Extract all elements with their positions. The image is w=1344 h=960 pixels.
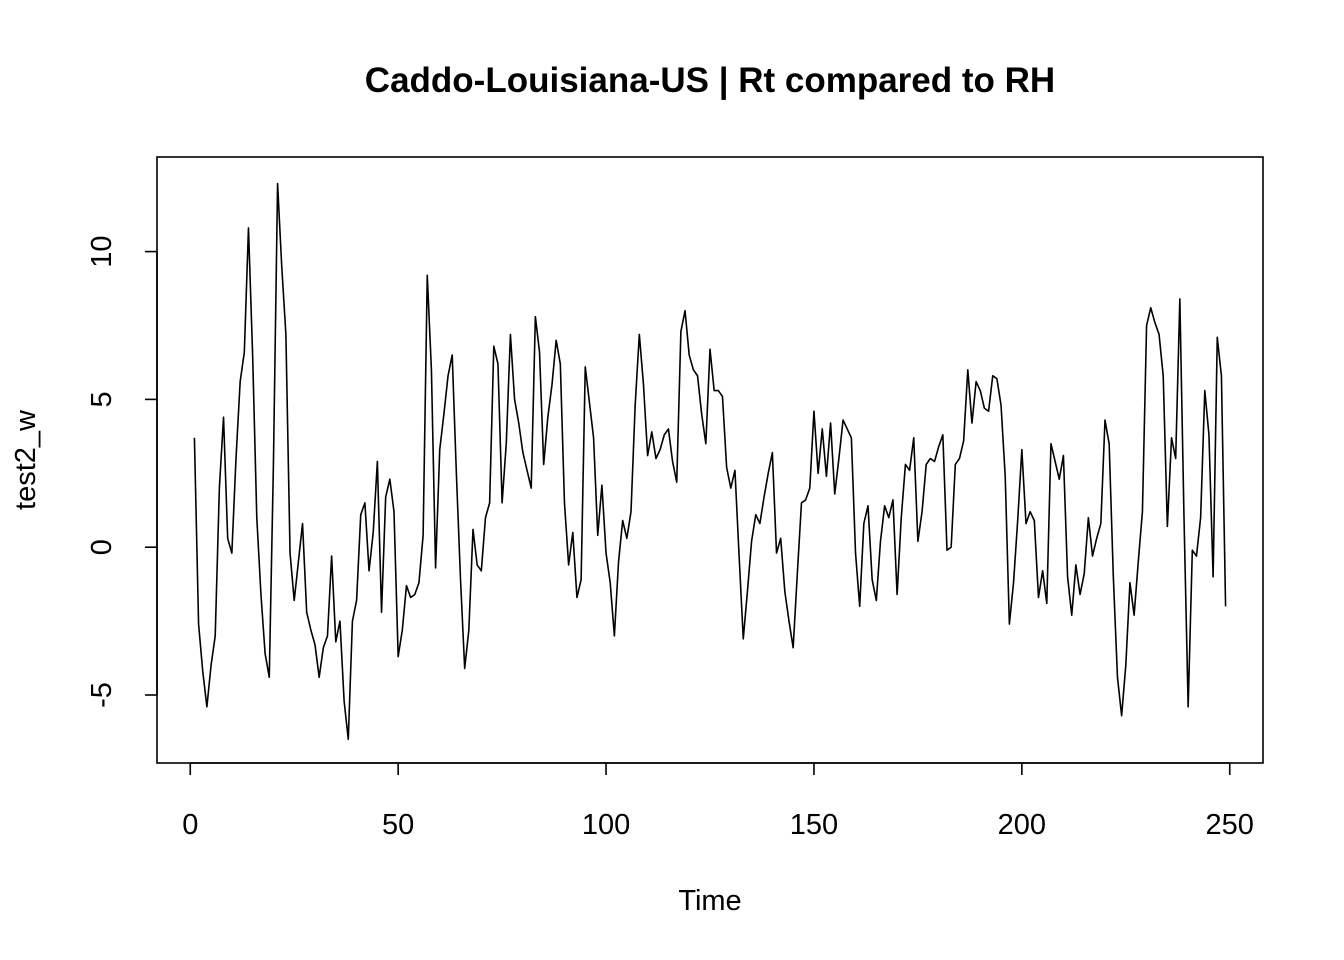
x-axis: 0 50 100 150 200 250: [182, 762, 1254, 841]
y-tick-label: 10: [86, 235, 118, 267]
x-tick-label: 0: [182, 809, 198, 841]
y-axis: -5 0 5 10: [86, 235, 158, 708]
x-tick-label: 100: [582, 809, 630, 841]
series-group: [193, 182, 1227, 741]
x-axis-label: Time: [678, 885, 741, 917]
x-tick-label: 200: [998, 809, 1046, 841]
y-tick-label: -5: [86, 682, 118, 708]
x-tick-label: 250: [1206, 809, 1254, 841]
x-tick-label: 150: [790, 809, 838, 841]
y-axis-label: test2_w: [10, 409, 42, 510]
x-tick-label: 50: [382, 809, 414, 841]
y-tick-label: 5: [86, 391, 118, 407]
chart-title: Caddo-Louisiana-US | Rt compared to RH: [365, 61, 1055, 100]
y-tick-label: 0: [86, 539, 118, 555]
series-line: [193, 182, 1227, 741]
